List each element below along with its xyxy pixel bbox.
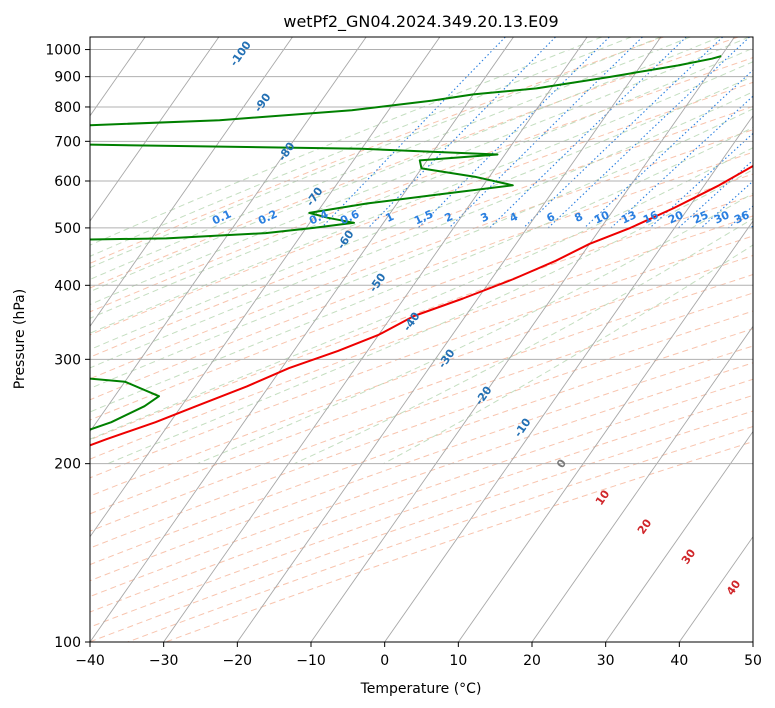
skewed-isotherm bbox=[90, 37, 293, 328]
skewed-isotherm bbox=[90, 37, 514, 642]
moist-adiabat bbox=[90, 37, 603, 246]
dry-adiabat bbox=[90, 292, 753, 532]
moist-adiabat bbox=[90, 108, 753, 389]
skewed-isotherm bbox=[310, 37, 735, 642]
dry-adiabat bbox=[90, 378, 753, 613]
profile-lines bbox=[90, 55, 753, 447]
x-tick-label: −40 bbox=[75, 653, 105, 669]
y-tick-label: 900 bbox=[54, 70, 81, 86]
dry-adiabat bbox=[90, 81, 753, 336]
chart-title: wetPf2_GN04.2024.349.20.13.E09 bbox=[283, 12, 558, 32]
x-tick-label: 40 bbox=[670, 653, 688, 669]
axes: −40 −30 −20 −10 0 10 20 30 40 50 100 200 300 400 500 60… bbox=[45, 43, 762, 669]
y-tick-label: 600 bbox=[54, 174, 81, 190]
y-tick-label: 200 bbox=[54, 457, 81, 473]
dry-adiabat bbox=[90, 57, 753, 313]
moist-adiabat bbox=[90, 37, 691, 281]
x-tick-label: −30 bbox=[149, 653, 179, 669]
skewed-isotherm bbox=[384, 115, 753, 642]
mixing-ratio-label: 30 bbox=[712, 208, 732, 226]
y-tick-label: 700 bbox=[54, 134, 81, 150]
mixing-ratio-label: 10 bbox=[592, 208, 612, 226]
dry-adiabat bbox=[90, 235, 753, 479]
skewed-isotherm bbox=[163, 37, 588, 642]
x-tick-label: 50 bbox=[744, 653, 762, 669]
x-tick-label: 30 bbox=[597, 653, 615, 669]
skewed-isotherm bbox=[531, 325, 753, 642]
dry-adiabat bbox=[90, 37, 739, 289]
moist-adiabat bbox=[383, 244, 753, 465]
mixing-ratio-line bbox=[367, 37, 556, 229]
mixing-ratio-label: 25 bbox=[691, 208, 710, 226]
dry-adiabat bbox=[90, 394, 753, 628]
skewed-isotherm bbox=[90, 37, 441, 538]
y-tick-label: 100 bbox=[54, 635, 81, 651]
moist-adiabat bbox=[90, 37, 661, 269]
mixing-ratio-line bbox=[523, 37, 724, 229]
x-tick-label: 10 bbox=[449, 653, 467, 669]
x-tick-label: 0 bbox=[380, 653, 389, 669]
x-tick-label: −20 bbox=[223, 653, 253, 669]
mixing-ratio-label: 16 bbox=[641, 208, 661, 226]
mixing-ratio-line bbox=[678, 159, 753, 229]
y-tick-label: 800 bbox=[54, 100, 81, 116]
temperature-profile bbox=[90, 164, 753, 447]
mixing-ratio-label: 20 bbox=[666, 208, 686, 226]
dry-adiabat bbox=[90, 274, 753, 515]
y-tick-label: 1000 bbox=[45, 43, 81, 59]
y-tick-label: 300 bbox=[54, 352, 81, 368]
x-tick-label: 20 bbox=[523, 653, 541, 669]
skewed-isotherm bbox=[90, 37, 220, 222]
skewed-isotherm bbox=[236, 37, 662, 642]
moist-adiabat bbox=[107, 169, 753, 465]
skewed-isotherm bbox=[752, 641, 753, 642]
skewed-isotherm bbox=[90, 37, 367, 433]
moist-adiabat bbox=[197, 192, 753, 465]
skewed-isotherm bbox=[0, 37, 72, 642]
pressure-grid bbox=[90, 49, 753, 642]
y-axis-label: Pressure (hPa) bbox=[12, 289, 28, 389]
x-axis-label: Temperature (°C) bbox=[360, 681, 482, 697]
plot-frame bbox=[89, 36, 754, 643]
y-tick-label: 400 bbox=[54, 278, 81, 294]
skewed-isotherm bbox=[457, 220, 753, 642]
mixing-ratio-line bbox=[417, 37, 610, 229]
dewpoint-profile bbox=[90, 55, 722, 431]
moist-adiabat bbox=[90, 147, 753, 440]
moist-adiabat bbox=[90, 126, 753, 413]
dry-adiabat bbox=[90, 328, 753, 566]
y-tick-label: 500 bbox=[54, 221, 81, 237]
moist-adiabat bbox=[90, 37, 632, 257]
mixing-ratio-label: 36 bbox=[732, 208, 752, 226]
mixing-ratio-line bbox=[750, 225, 753, 229]
moist-adiabat bbox=[90, 91, 753, 369]
mixing-ratio-line bbox=[321, 37, 506, 229]
moist-adiabat bbox=[90, 47, 753, 319]
mixing-ratio-label: 13 bbox=[619, 208, 638, 226]
plot-area bbox=[90, 37, 753, 642]
x-tick-label: −10 bbox=[296, 653, 326, 669]
mixing-ratio-line bbox=[584, 69, 753, 229]
moist-adiabat bbox=[90, 37, 720, 293]
moist-adiabat bbox=[90, 61, 753, 334]
dry-adiabat bbox=[90, 37, 664, 264]
moist-adiabat bbox=[90, 75, 753, 351]
skewed-isotherm bbox=[605, 430, 753, 642]
mixing-ratio-line bbox=[489, 37, 687, 229]
dry-adiabat bbox=[90, 345, 753, 582]
skewed-isotherm bbox=[678, 535, 753, 642]
background-lines bbox=[0, 37, 753, 642]
